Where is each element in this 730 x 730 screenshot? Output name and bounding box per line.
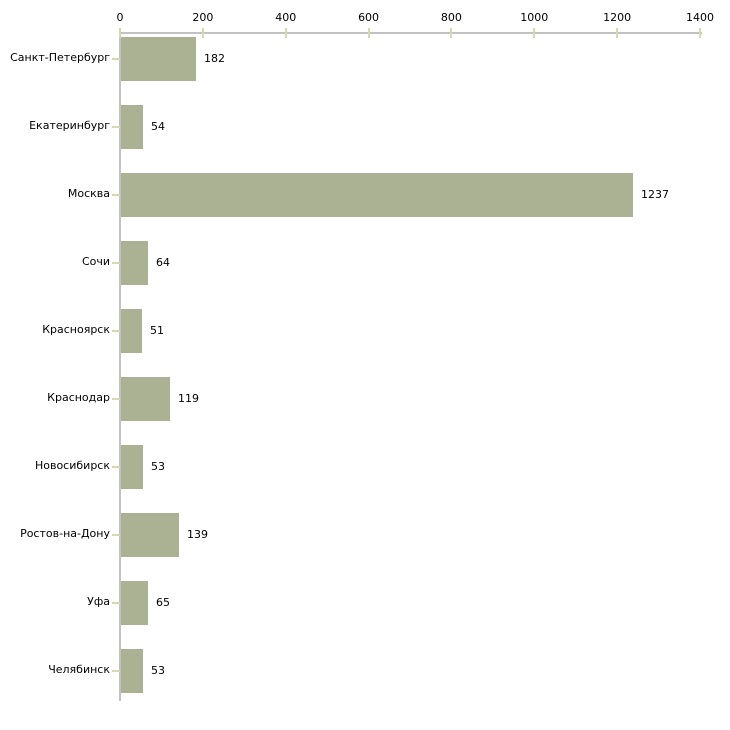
y-axis-line: [119, 32, 121, 701]
value-label: 64: [156, 256, 170, 269]
x-axis-tick-mark: [533, 28, 536, 38]
category-label: Санкт-Петербург: [10, 51, 110, 64]
bar: [121, 649, 143, 693]
bar: [121, 445, 143, 489]
x-axis-tick-mark: [699, 28, 701, 38]
x-axis-tick-mark: [450, 28, 453, 38]
bar: [121, 241, 148, 285]
category-label: Красноярск: [42, 323, 110, 336]
value-label: 119: [178, 392, 199, 405]
y-axis-tick-mark: [112, 670, 120, 672]
value-label: 51: [150, 324, 164, 337]
bar: [121, 581, 148, 625]
bar: [121, 173, 633, 217]
x-axis-tick-label: 600: [358, 11, 380, 24]
x-axis-tick-label: 0: [116, 11, 124, 24]
y-axis-tick-mark: [112, 398, 120, 400]
x-axis-tick-mark: [119, 28, 121, 38]
y-axis-tick-mark: [112, 330, 120, 332]
category-label: Екатеринбург: [29, 119, 110, 132]
bar: [121, 513, 179, 557]
y-axis-tick-mark: [112, 58, 120, 60]
value-label: 182: [204, 52, 225, 65]
y-axis-tick-mark: [112, 126, 120, 128]
category-label: Новосибирск: [34, 459, 110, 472]
x-axis-tick-mark: [284, 28, 287, 38]
bar: [121, 37, 196, 81]
category-label: Москва: [67, 187, 110, 200]
y-axis-tick-mark: [112, 602, 120, 604]
category-label: Челябинск: [48, 663, 110, 676]
y-axis-tick-mark: [112, 534, 120, 536]
bar: [121, 309, 142, 353]
x-axis-tick-mark: [367, 28, 370, 38]
value-label: 1237: [641, 188, 669, 201]
x-axis-tick-mark: [201, 28, 204, 38]
y-axis-tick-mark: [112, 466, 120, 468]
x-axis-tick-label: 1000: [520, 11, 549, 24]
category-label: Краснодар: [47, 391, 110, 404]
x-axis-tick-label: 1400: [686, 11, 714, 24]
value-label: 65: [156, 596, 170, 609]
bar: [121, 105, 143, 149]
y-axis-tick-mark: [112, 194, 120, 196]
x-axis-tick-label: 200: [192, 11, 214, 24]
x-axis-tick-label: 400: [275, 11, 297, 24]
value-label: 53: [151, 664, 165, 677]
x-axis-line: [120, 32, 702, 34]
y-axis-tick-mark: [112, 262, 120, 264]
x-axis-tick-mark: [616, 28, 619, 38]
value-label: 53: [151, 460, 165, 473]
x-axis-tick-label: 800: [440, 11, 462, 24]
x-axis-tick-label: 1200: [603, 11, 632, 24]
bar: [121, 377, 170, 421]
category-label: Ростов-на-Дону: [20, 527, 110, 540]
category-label: Уфа: [87, 595, 110, 608]
value-label: 54: [151, 120, 165, 133]
value-label: 139: [187, 528, 208, 541]
category-label: Сочи: [81, 255, 110, 268]
